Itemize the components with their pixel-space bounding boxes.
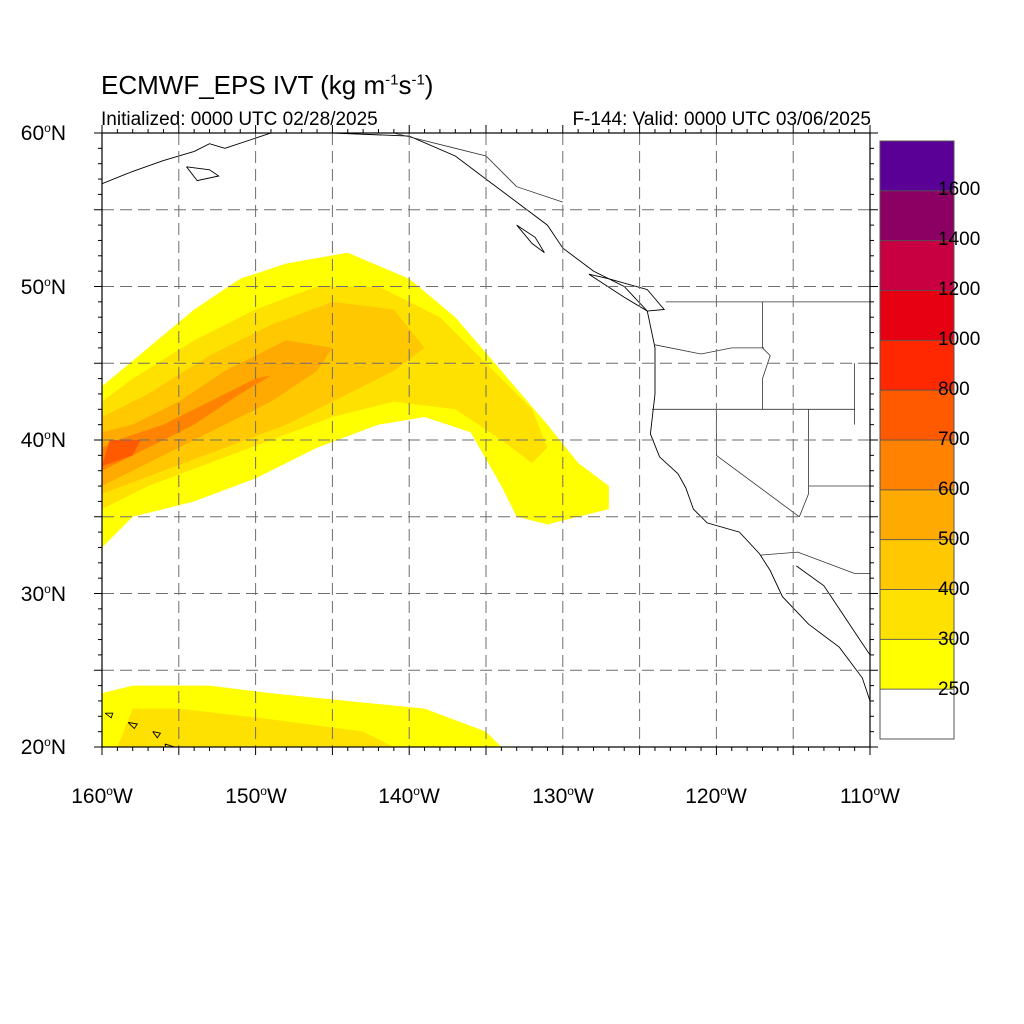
colorbar-label-1400: 1400 [938, 229, 981, 250]
colorbar-label-1600: 1600 [938, 179, 981, 200]
boundary-8 [760, 551, 870, 574]
lon-label-130w: 130oW [532, 784, 594, 808]
coastline-0 [224, 133, 870, 702]
coastline-4 [516, 224, 545, 254]
colorbar-box-1 [879, 638, 955, 690]
title-exp2: -1 [411, 71, 425, 89]
title-mid: s [398, 70, 412, 100]
coastline-1 [796, 565, 870, 674]
lon-label-160w: 160oW [71, 784, 133, 808]
coastline-8 [127, 721, 139, 730]
colorbar-label-1200: 1200 [938, 279, 981, 300]
lat-label-40n: 40oN [20, 428, 66, 452]
lon-label-140w: 140oW [378, 784, 440, 808]
lat-label-50n: 50oN [20, 275, 66, 299]
coastline-9 [104, 712, 114, 719]
colorbar-label-600: 600 [938, 479, 970, 500]
coastline-3 [588, 273, 666, 312]
valid-time-label: F-144: Valid: 0000 UTC 03/06/2025 [572, 109, 871, 130]
colorbar-box-8 [879, 290, 955, 341]
colorbar [879, 140, 955, 740]
colorbar-label-700: 700 [938, 429, 970, 450]
coastline-5 [186, 166, 220, 182]
colorbar-frame [879, 140, 955, 740]
colorbar-label-800: 800 [938, 379, 970, 400]
coastline-7 [152, 731, 162, 739]
colorbar-label-500: 500 [938, 529, 970, 550]
lat-label-20n: 20oN [20, 735, 66, 759]
map-gridlines [102, 133, 870, 747]
colorbar-box-4 [879, 489, 955, 540]
lat-label-60n: 60oN [20, 121, 66, 145]
ivt-region-600-700-4 [102, 375, 271, 471]
colorbar-box-7 [879, 339, 955, 391]
title-prefix: ECMWF_EPS IVT (kg m [101, 70, 386, 100]
title-exp1: -1 [385, 71, 399, 89]
boundary-6 [798, 409, 809, 517]
colorbar-label-250: 250 [938, 679, 970, 700]
colorbar-label-300: 300 [938, 629, 970, 650]
colorbar-box-10 [879, 190, 955, 242]
colorbar-box-5 [879, 439, 955, 491]
colorbar-label-400: 400 [938, 579, 970, 600]
lon-label-110w: 110oW [840, 784, 900, 808]
axis-ticks [94, 125, 878, 755]
colorbar-box-0 [879, 688, 955, 740]
ivt-region-700-800-5 [102, 440, 141, 467]
colorbar-box-6 [879, 389, 955, 441]
ivt-region-500-600-3 [102, 340, 333, 486]
lon-label-120w: 120oW [685, 784, 747, 808]
title-suffix: ) [424, 70, 434, 100]
lat-label-30n: 30oN [20, 582, 66, 606]
colorbar-label-1000: 1000 [938, 329, 981, 350]
lon-label-150w: 150oW [225, 784, 287, 808]
boundary-2 [762, 301, 771, 410]
map-title: ECMWF_EPS IVT (kg m-1s-1) [101, 70, 433, 101]
init-time-label: Initialized: 0000 UTC 02/28/2025 [101, 109, 378, 130]
